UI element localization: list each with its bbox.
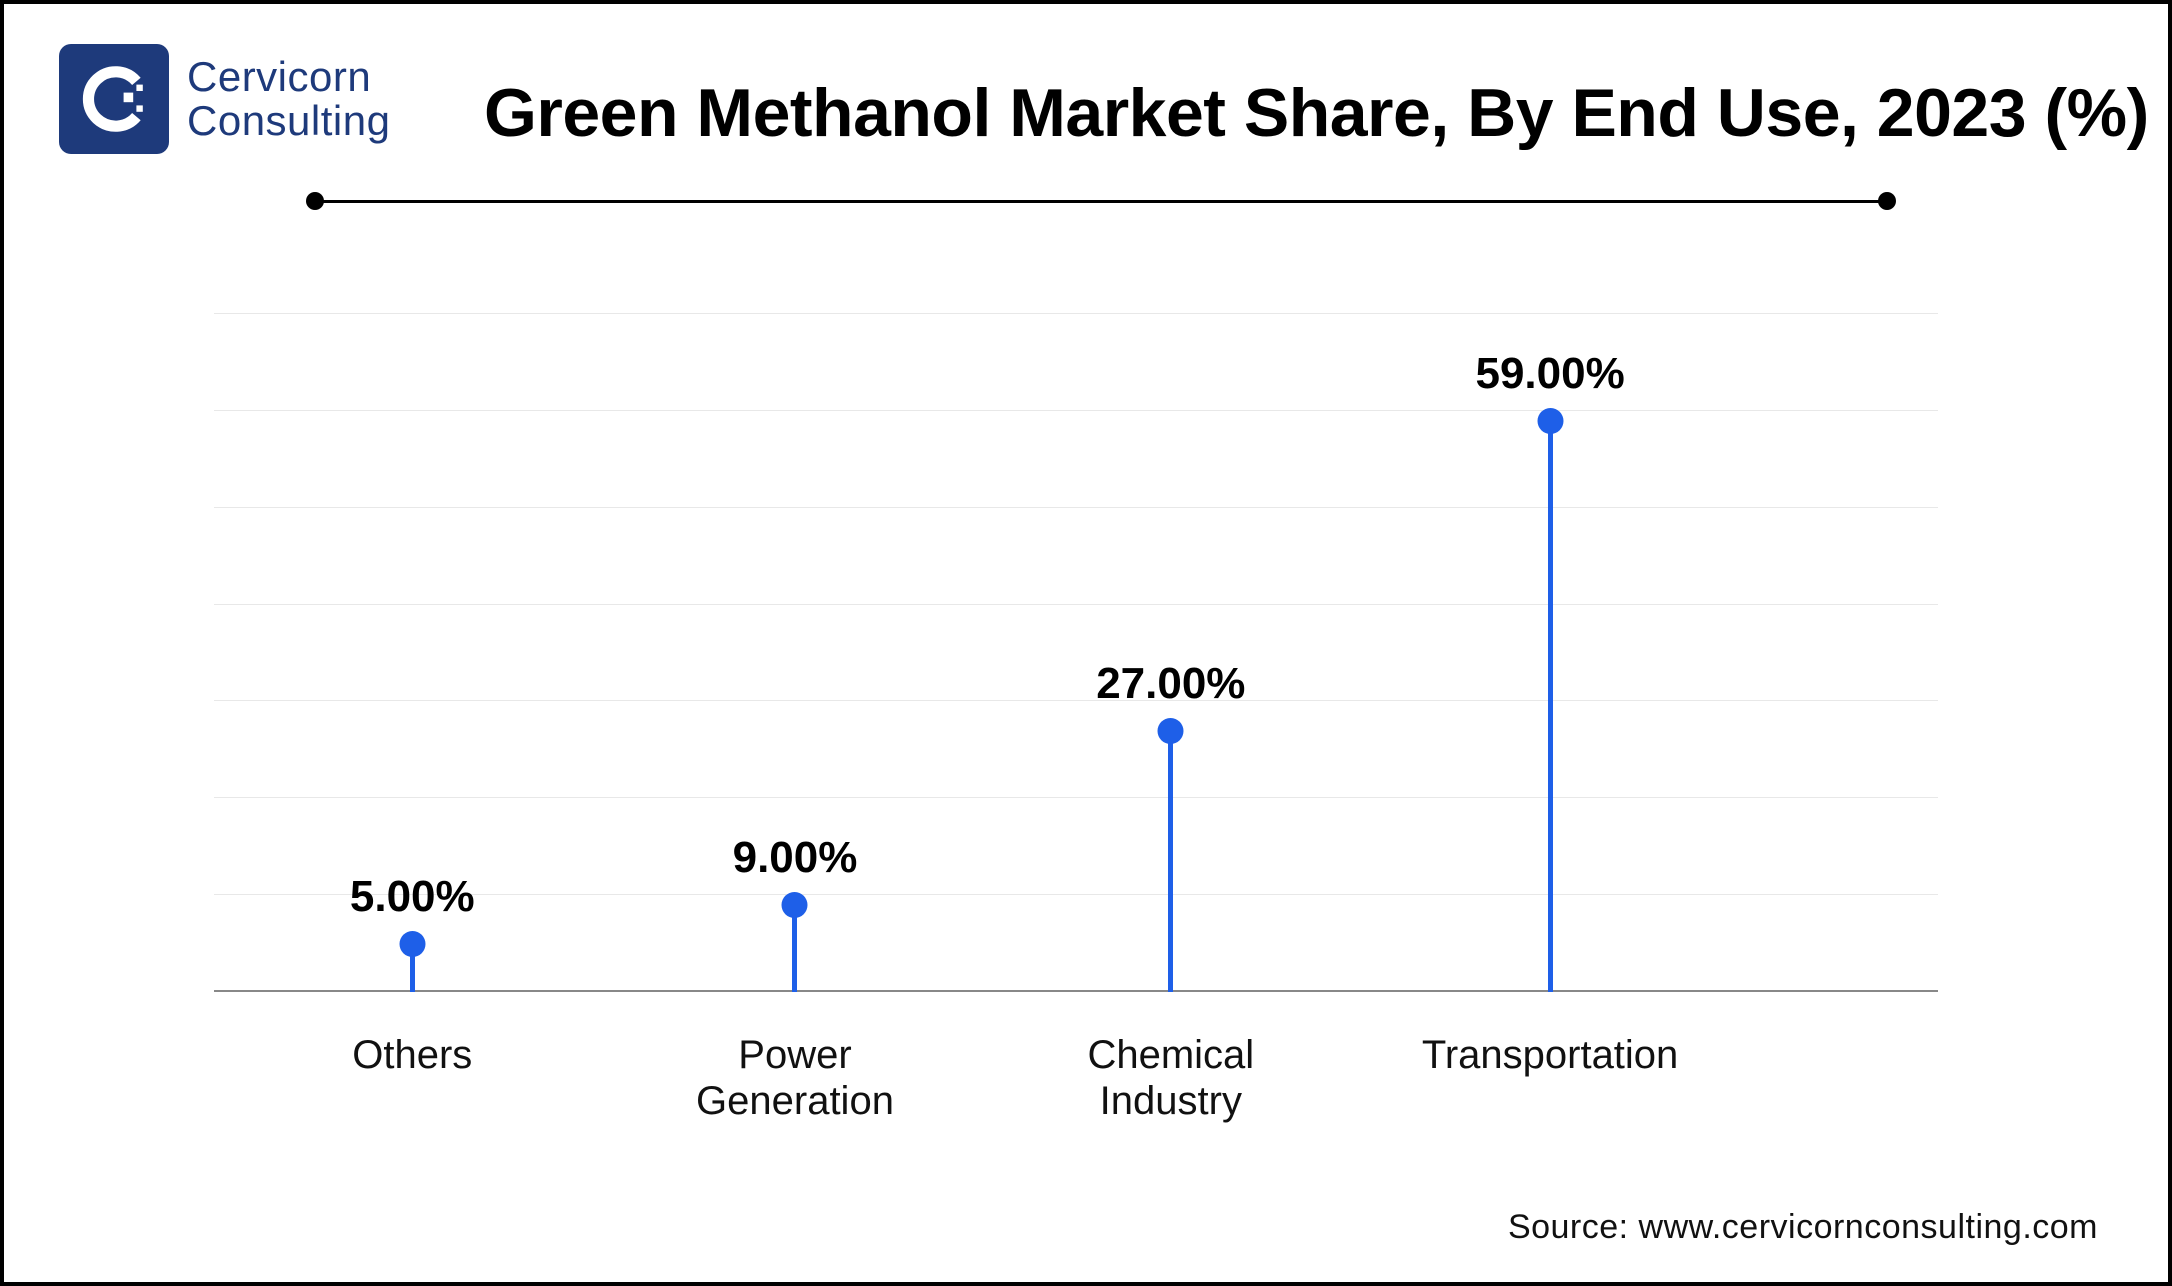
- value-label: 27.00%: [1096, 659, 1245, 709]
- brand-logo: Cervicorn Consulting: [59, 44, 390, 154]
- lollipop-marker-icon: [1158, 718, 1184, 744]
- chart-plot-area: 5.00%Others 9.00%Power Generation 27.00%Ch…: [214, 314, 1938, 992]
- underline-dot-right-icon: [1878, 192, 1896, 210]
- lollipop-stem: [792, 905, 797, 992]
- source-attribution: Source: www.cervicornconsulting.com: [1508, 1208, 2098, 1247]
- gridline: [214, 507, 1938, 508]
- lollipop: 9.00%Power Generation: [794, 314, 795, 992]
- title-underline: [314, 200, 1888, 203]
- value-label: 5.00%: [350, 872, 475, 922]
- gridline: [214, 797, 1938, 798]
- category-label: Transportation: [1422, 1032, 1678, 1078]
- logo-line2: Consulting: [187, 99, 390, 143]
- chart-title: Green Methanol Market Share, By End Use,…: [484, 74, 2149, 152]
- gridline: [214, 604, 1938, 605]
- lollipop: 59.00%Transportation: [1550, 314, 1551, 992]
- category-label: Chemical Industry: [1087, 1032, 1254, 1124]
- logo-text: Cervicorn Consulting: [187, 55, 390, 143]
- logo-c-icon: [74, 59, 154, 139]
- value-label: 59.00%: [1475, 349, 1624, 399]
- lollipop-marker-icon: [1537, 408, 1563, 434]
- lollipop-stem: [1548, 421, 1553, 992]
- chart-frame: Cervicorn Consulting Green Methanol Mark…: [0, 0, 2172, 1286]
- category-label: Power Generation: [696, 1032, 894, 1124]
- gridline: [214, 700, 1938, 701]
- underline-dot-left-icon: [306, 192, 324, 210]
- lollipop: 5.00%Others: [412, 314, 413, 992]
- gridline: [214, 313, 1938, 314]
- gridline: [214, 410, 1938, 411]
- lollipop-stem: [1168, 731, 1173, 993]
- x-axis: [214, 990, 1938, 992]
- lollipop: 27.00%Chemical Industry: [1170, 314, 1171, 992]
- lollipop-marker-icon: [782, 892, 808, 918]
- logo-line1: Cervicorn: [187, 55, 390, 99]
- logo-mark-icon: [59, 44, 169, 154]
- value-label: 9.00%: [733, 833, 858, 883]
- lollipop-marker-icon: [399, 931, 425, 957]
- category-label: Others: [352, 1032, 472, 1078]
